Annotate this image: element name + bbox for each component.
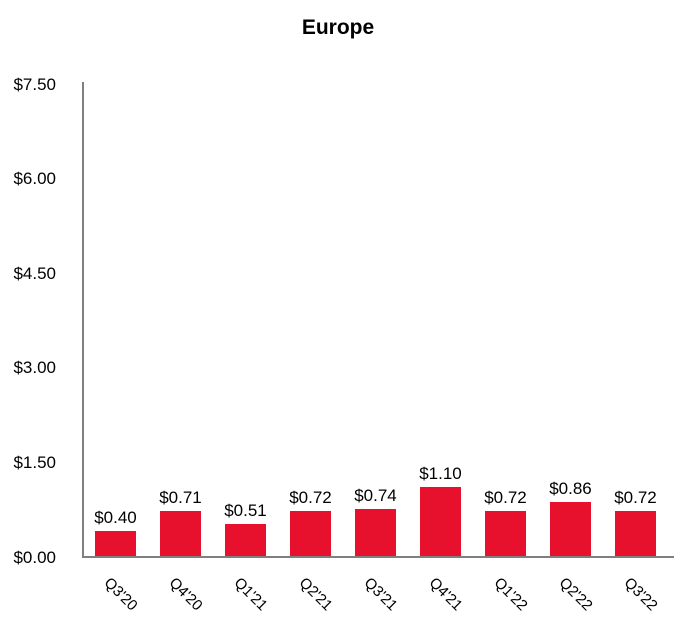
bar-value-label: $1.10 (419, 464, 462, 483)
bar-Q3'22 (615, 511, 656, 556)
y-tick-label: $6.00 (13, 169, 56, 189)
y-tick-label: $4.50 (13, 263, 56, 283)
bar-value-label: $0.86 (549, 479, 592, 498)
bar-Q3'21 (355, 509, 396, 556)
x-tick-label: Q2'21 (295, 574, 336, 615)
bar-value-label: $0.72 (484, 488, 527, 507)
bar-Q2'22 (550, 502, 591, 556)
y-tick-label: $1.50 (13, 452, 56, 472)
x-tick-label: Q1'22 (490, 574, 531, 615)
bar-value-label: $0.71 (159, 488, 202, 507)
y-axis-line (82, 82, 84, 558)
x-tick-label: Q4'21 (425, 574, 466, 615)
bar-Q1'21 (225, 524, 266, 556)
bar-value-label: $0.72 (289, 488, 332, 507)
x-tick-label: Q3'22 (620, 574, 661, 615)
x-tick-label: Q3'21 (360, 574, 401, 615)
bar-Q4'21 (420, 487, 461, 556)
y-tick-label: $7.50 (13, 74, 56, 94)
x-tick-label: Q1'21 (230, 574, 271, 615)
chart-title: Europe (301, 16, 375, 39)
y-tick-label: $3.00 (13, 358, 56, 378)
x-tick-label: Q3'20 (100, 574, 141, 615)
bar-Q2'21 (290, 511, 331, 556)
bar-value-label: $0.72 (614, 488, 657, 507)
bar-Q3'20 (95, 531, 136, 556)
x-axis-line (82, 556, 674, 558)
bar-value-label: $0.51 (224, 501, 267, 520)
bar-value-label: $0.40 (94, 508, 137, 527)
bar-Q4'20 (160, 511, 201, 556)
x-tick-label: Q2'22 (555, 574, 596, 615)
bar-Q1'22 (485, 511, 526, 556)
x-tick-label: Q4'20 (165, 574, 206, 615)
y-tick-label: $0.00 (13, 547, 56, 567)
bar-value-label: $0.74 (354, 486, 397, 505)
